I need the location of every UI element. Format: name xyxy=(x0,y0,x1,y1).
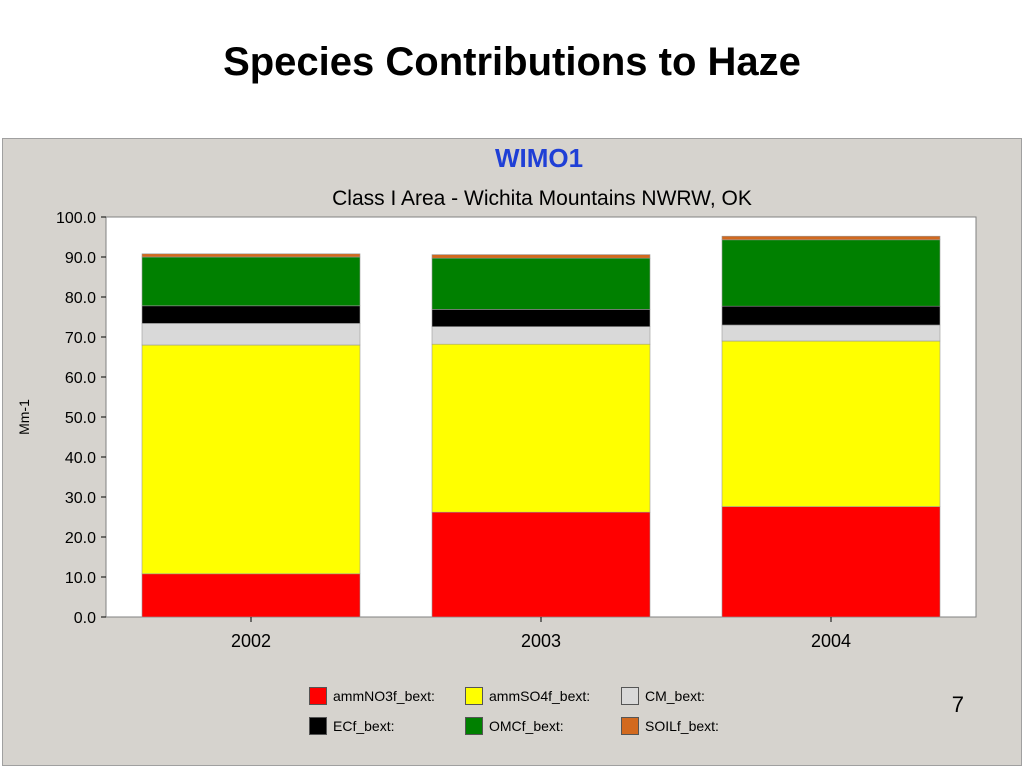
chart-panel: WIMO1 Class I Area - Wichita Mountains N… xyxy=(2,138,1022,766)
x-tick-label: 2002 xyxy=(231,631,271,651)
legend-label: ECf_bext: xyxy=(333,718,395,734)
legend-label: OMCf_bext: xyxy=(489,718,564,734)
y-axis: 0.0 10.0 20.0 30.0 40.0 50.0 60.0 70.0 80.0 90.0 1… xyxy=(56,210,106,627)
bars xyxy=(141,235,941,618)
y-tick-label: 30.0 xyxy=(65,490,96,507)
bar-segment xyxy=(141,253,361,258)
legend-swatch xyxy=(621,717,639,735)
y-tick-label: 50.0 xyxy=(65,410,96,427)
bar-segment xyxy=(431,511,651,618)
x-tick-label: 2004 xyxy=(811,631,851,651)
y-tick-label: 70.0 xyxy=(65,330,96,347)
y-tick-label: 10.0 xyxy=(65,570,96,587)
y-tick-label: 80.0 xyxy=(65,290,96,307)
bar-segment xyxy=(141,256,361,307)
legend-label: SOILf_bext: xyxy=(645,718,719,734)
bar-segment xyxy=(141,323,361,346)
stacked-bar-chart: WIMO1 Class I Area - Wichita Mountains N… xyxy=(16,143,977,651)
bar-segment xyxy=(721,340,941,507)
legend-swatch xyxy=(465,687,483,705)
y-tick-label: 60.0 xyxy=(65,370,96,387)
bar-segment xyxy=(431,326,651,345)
bar-segment xyxy=(431,309,651,327)
legend-swatch xyxy=(309,687,327,705)
chart-title: WIMO1 xyxy=(495,143,583,173)
y-tick-label: 40.0 xyxy=(65,450,96,467)
x-tick-label: 2003 xyxy=(521,631,561,651)
bar-segment xyxy=(431,257,651,310)
y-tick-label: 0.0 xyxy=(74,610,96,627)
y-tick-label: 20.0 xyxy=(65,530,96,547)
legend-item: ammSO4f_bext: xyxy=(465,687,621,705)
legend-item: OMCf_bext: xyxy=(465,717,621,735)
page-number: 7 xyxy=(951,692,964,717)
x-axis: 2002 2003 2004 xyxy=(231,617,851,651)
legend-label: ammNO3f_bext: xyxy=(333,688,435,704)
bar-segment xyxy=(431,343,651,513)
bar-segment xyxy=(721,506,941,618)
y-tick-label: 90.0 xyxy=(65,250,96,267)
chart-subtitle: Class I Area - Wichita Mountains NWRW, O… xyxy=(332,187,752,210)
legend-swatch xyxy=(621,687,639,705)
y-axis-label: Mm-1 xyxy=(16,399,32,435)
legend-item: SOILf_bext: xyxy=(621,717,769,735)
bar-segment xyxy=(141,344,361,575)
bar-segment xyxy=(721,324,941,342)
legend-swatch xyxy=(465,717,483,735)
bar-segment xyxy=(431,254,651,259)
legend-item: ECf_bext: xyxy=(309,717,465,735)
legend-item: CM_bext: xyxy=(621,687,769,705)
slide-title: Species Contributions to Haze xyxy=(223,40,801,84)
legend-swatch xyxy=(309,717,327,735)
bar-segment xyxy=(141,573,361,618)
legend: ammNO3f_bext: ammSO4f_bext: CM_bext: ECf_be… xyxy=(309,687,769,735)
bar-segment xyxy=(721,235,941,241)
bar-segment xyxy=(721,239,941,307)
y-tick-label: 100.0 xyxy=(56,210,96,227)
bar-segment xyxy=(721,305,941,326)
legend-label: ammSO4f_bext: xyxy=(489,688,591,704)
legend-label: CM_bext: xyxy=(645,688,705,704)
bar-segment xyxy=(141,305,361,324)
legend-item: ammNO3f_bext: xyxy=(309,687,465,705)
